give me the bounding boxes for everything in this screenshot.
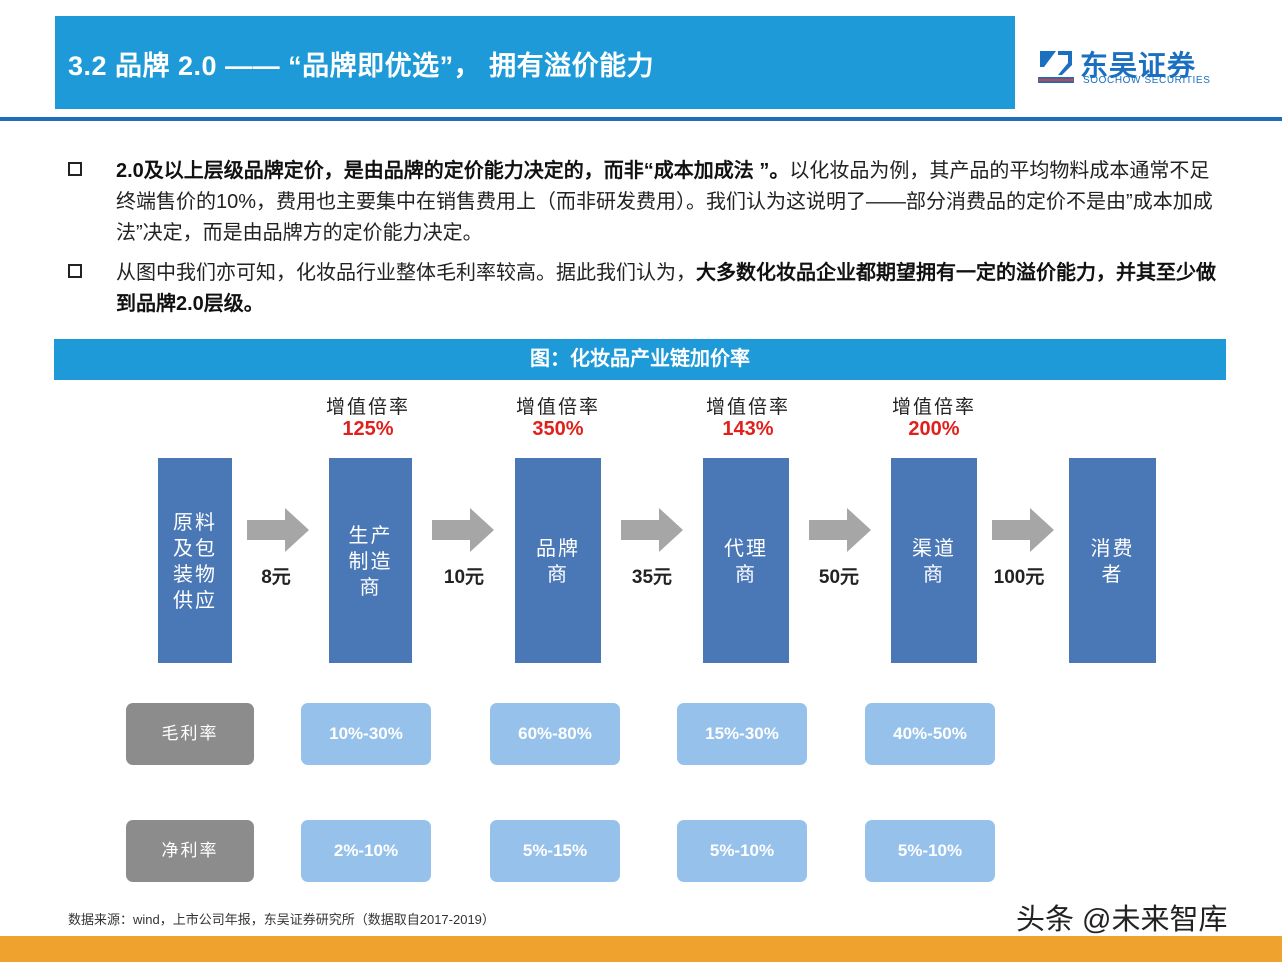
checkbox-square-icon bbox=[68, 264, 82, 278]
soochow-logo-icon bbox=[1038, 51, 1074, 83]
stage-3-label: 品牌 商 bbox=[536, 535, 580, 586]
rate-label-4: 增值倍率 bbox=[891, 396, 976, 418]
stage-manufacturer: 生产 制造 商 bbox=[329, 458, 412, 663]
rate-label-2: 增值倍率 bbox=[515, 396, 600, 418]
stage-agent: 代理 商 bbox=[703, 458, 789, 663]
logo-chinese-name: 东吴证券 bbox=[1080, 50, 1197, 81]
price-1: 8元 bbox=[261, 567, 291, 588]
rate-value-3: 143% bbox=[722, 418, 774, 440]
price-5: 100元 bbox=[993, 567, 1045, 588]
bullet-1-bold: 2.0及以上层级品牌定价，是由品牌的定价能力决定的，而非“成本加成法 ”。 bbox=[116, 160, 790, 182]
figure-title: 图：化妆品产业链加价率 bbox=[54, 339, 1226, 380]
price-2: 10元 bbox=[443, 567, 485, 588]
checkbox-square-icon bbox=[68, 162, 82, 176]
arrow-right-icon bbox=[432, 508, 494, 552]
net-margin-value-4: 5%-10% bbox=[865, 820, 995, 882]
gross-margin-value-4: 40%-50% bbox=[865, 703, 995, 765]
gross-margin-value-2: 60%-80% bbox=[490, 703, 620, 765]
company-logo: 东吴证券 SOOCHOW SECURITIES bbox=[1036, 44, 1216, 88]
price-4: 50元 bbox=[818, 567, 860, 588]
footer-bar bbox=[0, 936, 1282, 962]
arrow-right-icon bbox=[992, 508, 1054, 552]
data-source-note: 数据来源：wind，上市公司年报，东吴证券研究所（数据取自2017-2019） bbox=[68, 912, 495, 927]
stage-brand: 品牌 商 bbox=[515, 458, 601, 663]
net-margin-value-2: 5%-15% bbox=[490, 820, 620, 882]
stage-raw-materials: 原料 及包 装物 供应 bbox=[158, 458, 232, 663]
stage-consumer: 消费 者 bbox=[1069, 458, 1156, 663]
gross-margin-value-3: 15%-30% bbox=[677, 703, 807, 765]
logo-english-name: SOOCHOW SECURITIES bbox=[1083, 75, 1211, 86]
watermark: 头条 @未来智库 bbox=[1016, 904, 1228, 936]
stage-5-label: 渠道 商 bbox=[912, 535, 956, 586]
rate-value-4: 200% bbox=[908, 418, 960, 440]
net-margin-value-3: 5%-10% bbox=[677, 820, 807, 882]
stage-4-label: 代理 商 bbox=[724, 535, 768, 586]
rate-label-3: 增值倍率 bbox=[705, 396, 790, 418]
bullet-1-text: 2.0及以上层级品牌定价，是由品牌的定价能力决定的，而非“成本加成法 ”。以化妆… bbox=[116, 156, 1221, 249]
stage-1-label: 原料 及包 装物 供应 bbox=[173, 509, 217, 612]
price-3: 35元 bbox=[631, 567, 673, 588]
header-bar bbox=[55, 16, 1015, 109]
stage-6-label: 消费 者 bbox=[1090, 535, 1135, 586]
arrow-right-icon bbox=[621, 508, 683, 552]
net-margin-value-1: 2%-10% bbox=[301, 820, 431, 882]
bullet-1-body: 以化妆品为例，其产品的平均物料成本通常不足终端售价的10%，费用也主要集中在销售… bbox=[116, 160, 1213, 244]
stage-channel: 渠道 商 bbox=[891, 458, 977, 663]
bullet-2-body: 从图中我们亦可知，化妆品行业整体毛利率较高。据此我们认为， bbox=[116, 262, 696, 284]
rate-value-2: 350% bbox=[532, 418, 584, 440]
gross-margin-label: 毛利率 bbox=[126, 703, 254, 765]
arrow-right-icon bbox=[247, 508, 309, 552]
net-margin-label: 净利率 bbox=[126, 820, 254, 882]
bullet-2-text: 从图中我们亦可知，化妆品行业整体毛利率较高。据此我们认为，大多数化妆品企业都期望… bbox=[116, 258, 1221, 320]
gross-margin-value-1: 10%-30% bbox=[301, 703, 431, 765]
header-divider bbox=[0, 117, 1282, 121]
page-title: 3.2 品牌 2.0 —— “品牌即优选”， 拥有溢价能力 bbox=[68, 51, 655, 81]
rate-value-1: 125% bbox=[342, 418, 394, 440]
stage-2-label: 生产 制造 商 bbox=[348, 522, 393, 599]
bullet-2-bold: 大多数化妆品企业都期望拥有一定的溢价能力，并其至少做到品牌2.0层级。 bbox=[116, 262, 1216, 315]
rate-label-1: 增值倍率 bbox=[325, 396, 410, 418]
arrow-right-icon bbox=[809, 508, 871, 552]
